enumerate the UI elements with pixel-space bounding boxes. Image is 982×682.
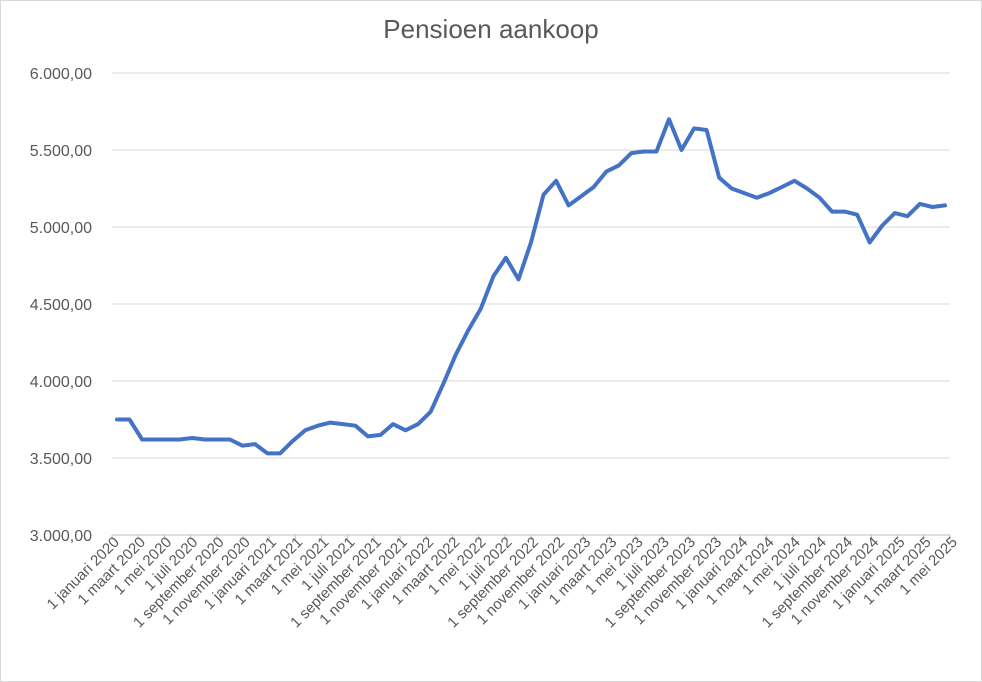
series-line <box>115 117 947 456</box>
chart-title: Pensioen aankoop <box>383 14 599 44</box>
y-tick-label: 4.500,00 <box>30 297 92 314</box>
series-lines <box>115 117 947 456</box>
y-tick-label: 6.000,00 <box>30 66 92 83</box>
y-tick-label: 5.500,00 <box>30 143 92 160</box>
y-tick-label: 5.000,00 <box>30 220 92 237</box>
y-tick-label: 3.000,00 <box>30 528 92 545</box>
y-tick-label: 4.000,00 <box>30 374 92 391</box>
y-axis-tick-labels: 3.000,00 3.500,00 4.000,00 4.500,00 5.000,00… <box>30 66 92 545</box>
y-tick-label: 3.500,00 <box>30 451 92 468</box>
gridlines <box>112 72 950 536</box>
